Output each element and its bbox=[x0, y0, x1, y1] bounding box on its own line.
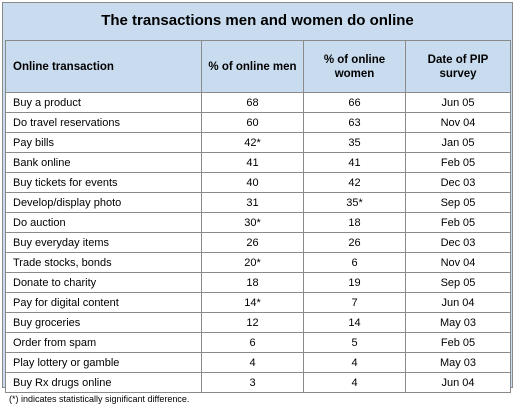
table-row: Bank online 41 41 Feb 05 bbox=[5, 152, 511, 173]
table-row: Do travel reservations 60 63 Nov 04 bbox=[5, 112, 511, 133]
cell-date: Dec 03 bbox=[405, 232, 511, 253]
cell-date: Jun 04 bbox=[405, 372, 511, 393]
cell-transaction: Buy tickets for events bbox=[5, 172, 202, 193]
data-table: Online transaction % of online men % of … bbox=[5, 40, 511, 393]
column-header-date: Date of PIP survey bbox=[405, 40, 511, 93]
cell-transaction: Buy Rx drugs online bbox=[5, 372, 202, 393]
table-row: Trade stocks, bonds 20* 6 Nov 04 bbox=[5, 252, 511, 273]
cell-men: 31 bbox=[201, 192, 304, 213]
cell-women: 26 bbox=[303, 232, 406, 253]
cell-date: Nov 04 bbox=[405, 112, 511, 133]
table-body: Buy a product 68 66 Jun 05 Do travel reserva… bbox=[5, 92, 511, 393]
cell-transaction: Donate to charity bbox=[5, 272, 202, 293]
cell-women: 42 bbox=[303, 172, 406, 193]
cell-men: 68 bbox=[201, 92, 304, 113]
cell-transaction: Bank online bbox=[5, 152, 202, 173]
cell-transaction: Buy everyday items bbox=[5, 232, 202, 253]
cell-transaction: Develop/display photo bbox=[5, 192, 202, 213]
cell-date: Dec 03 bbox=[405, 172, 511, 193]
cell-men: 14* bbox=[201, 292, 304, 313]
cell-men: 41 bbox=[201, 152, 304, 173]
table-row: Play lottery or gamble 4 4 May 03 bbox=[5, 352, 511, 373]
cell-transaction: Order from spam bbox=[5, 332, 202, 353]
cell-date: Sep 05 bbox=[405, 192, 511, 213]
table-row: Buy Rx drugs online 3 4 Jun 04 bbox=[5, 372, 511, 393]
column-header-men: % of online men bbox=[201, 40, 304, 93]
cell-women: 35 bbox=[303, 132, 406, 153]
table-row: Buy a product 68 66 Jun 05 bbox=[5, 92, 511, 113]
cell-men: 3 bbox=[201, 372, 304, 393]
cell-date: Sep 05 bbox=[405, 272, 511, 293]
cell-transaction: Pay bills bbox=[5, 132, 202, 153]
cell-women: 5 bbox=[303, 332, 406, 353]
cell-women: 35* bbox=[303, 192, 406, 213]
cell-men: 60 bbox=[201, 112, 304, 133]
cell-women: 4 bbox=[303, 372, 406, 393]
cell-women: 41 bbox=[303, 152, 406, 173]
cell-date: Feb 05 bbox=[405, 212, 511, 233]
table-frame: The transactions men and women do online… bbox=[2, 2, 513, 393]
table-row: Develop/display photo 31 35* Sep 05 bbox=[5, 192, 511, 213]
cell-date: Nov 04 bbox=[405, 252, 511, 273]
cell-date: Feb 05 bbox=[405, 152, 511, 173]
table-row: Donate to charity 18 19 Sep 05 bbox=[5, 272, 511, 293]
cell-transaction: Buy groceries bbox=[5, 312, 202, 333]
header-row: Online transaction % of online men % of … bbox=[5, 40, 511, 93]
cell-date: Jan 05 bbox=[405, 132, 511, 153]
cell-women: 6 bbox=[303, 252, 406, 273]
table-title: The transactions men and women do online bbox=[101, 12, 414, 29]
table-wrapper: Online transaction % of online men % of … bbox=[5, 40, 511, 393]
cell-men: 4 bbox=[201, 352, 304, 373]
cell-transaction: Play lottery or gamble bbox=[5, 352, 202, 373]
table-row: Pay bills 42* 35 Jan 05 bbox=[5, 132, 511, 153]
cell-date: Feb 05 bbox=[405, 332, 511, 353]
cell-men: 40 bbox=[201, 172, 304, 193]
cell-men: 26 bbox=[201, 232, 304, 253]
cell-transaction: Buy a product bbox=[5, 92, 202, 113]
table-row: Order from spam 6 5 Feb 05 bbox=[5, 332, 511, 353]
cell-date: Jun 04 bbox=[405, 292, 511, 313]
cell-transaction: Do travel reservations bbox=[5, 112, 202, 133]
cell-men: 30* bbox=[201, 212, 304, 233]
cell-date: Jun 05 bbox=[405, 92, 511, 113]
table-row: Pay for digital content 14* 7 Jun 04 bbox=[5, 292, 511, 313]
table-row: Buy tickets for events 40 42 Dec 03 bbox=[5, 172, 511, 193]
column-header-transaction: Online transaction bbox=[5, 40, 202, 93]
cell-men: 42* bbox=[201, 132, 304, 153]
cell-women: 18 bbox=[303, 212, 406, 233]
cell-transaction: Pay for digital content bbox=[5, 292, 202, 313]
cell-men: 20* bbox=[201, 252, 304, 273]
cell-women: 4 bbox=[303, 352, 406, 373]
cell-transaction: Trade stocks, bonds bbox=[5, 252, 202, 273]
cell-women: 14 bbox=[303, 312, 406, 333]
cell-women: 66 bbox=[303, 92, 406, 113]
cell-transaction: Do auction bbox=[5, 212, 202, 233]
table-row: Buy groceries 12 14 May 03 bbox=[5, 312, 511, 333]
cell-women: 19 bbox=[303, 272, 406, 293]
cell-men: 12 bbox=[201, 312, 304, 333]
footnote: (*) indicates statistically significant … bbox=[9, 394, 190, 404]
cell-men: 18 bbox=[201, 272, 304, 293]
column-header-women: % of online women bbox=[303, 40, 406, 93]
cell-men: 6 bbox=[201, 332, 304, 353]
cell-women: 7 bbox=[303, 292, 406, 313]
cell-date: May 03 bbox=[405, 312, 511, 333]
table-row: Do auction 30* 18 Feb 05 bbox=[5, 212, 511, 233]
cell-women: 63 bbox=[303, 112, 406, 133]
cell-date: May 03 bbox=[405, 352, 511, 373]
table-row: Buy everyday items 26 26 Dec 03 bbox=[5, 232, 511, 253]
